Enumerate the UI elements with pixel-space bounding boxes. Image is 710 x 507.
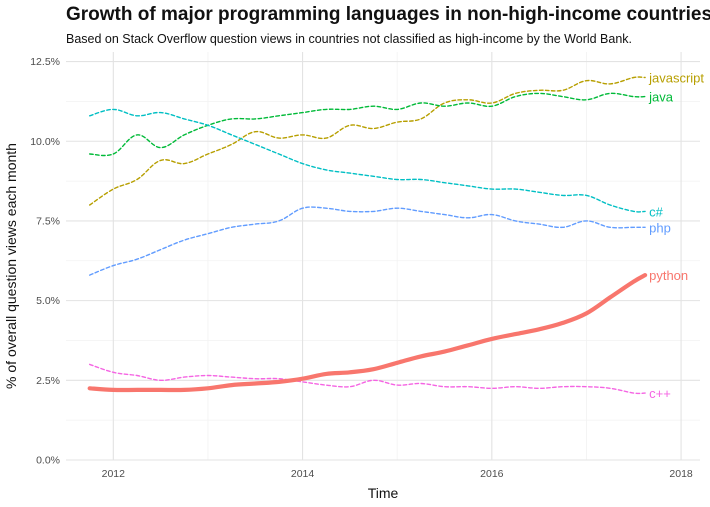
series-line-java [89,92,646,157]
chart-title: Growth of major programming languages in… [66,4,710,25]
y-tick-label: 0.0% [36,455,60,467]
chart-subtitle: Based on Stack Overflow question views i… [66,32,633,46]
y-tick-label: 2.5% [36,375,60,387]
x-tick-label: 2012 [102,468,126,480]
x-tick-label: 2018 [669,468,693,480]
series-label-php: php [649,220,671,235]
series-label-python: python [649,268,688,283]
y-tick-label: 5.0% [36,295,60,307]
series-label-java: java [648,90,674,105]
series-line-php [89,206,646,276]
x-tick-label: 2016 [480,468,504,480]
x-tick-label: 2014 [291,468,315,480]
series-label-c: c++ [649,386,671,401]
series-line-c [89,363,646,395]
series-line-c [89,108,646,213]
y-tick-label: 12.5% [30,56,60,68]
series-label-c: c# [649,204,664,219]
series-lines [87,76,648,395]
y-axis-title: % of overall question views each month [3,143,19,389]
y-tick-label: 10.0% [30,136,60,148]
minor-gridlines [66,52,700,460]
series-label-javascript: javascript [648,71,704,86]
y-tick-label: 7.5% [36,215,60,227]
series-labels: javascript java c#php c++ python [648,71,704,402]
series-line-javascript [89,76,646,206]
y-axis-tick-labels: 0.0% 2.5% 5.0% 7.5% 10.0% 12.5% [30,56,60,466]
series-line-python [87,273,648,393]
x-axis-tick-labels: 2012 2014 2016 2018 [102,468,693,480]
x-axis-title: Time [368,485,399,501]
